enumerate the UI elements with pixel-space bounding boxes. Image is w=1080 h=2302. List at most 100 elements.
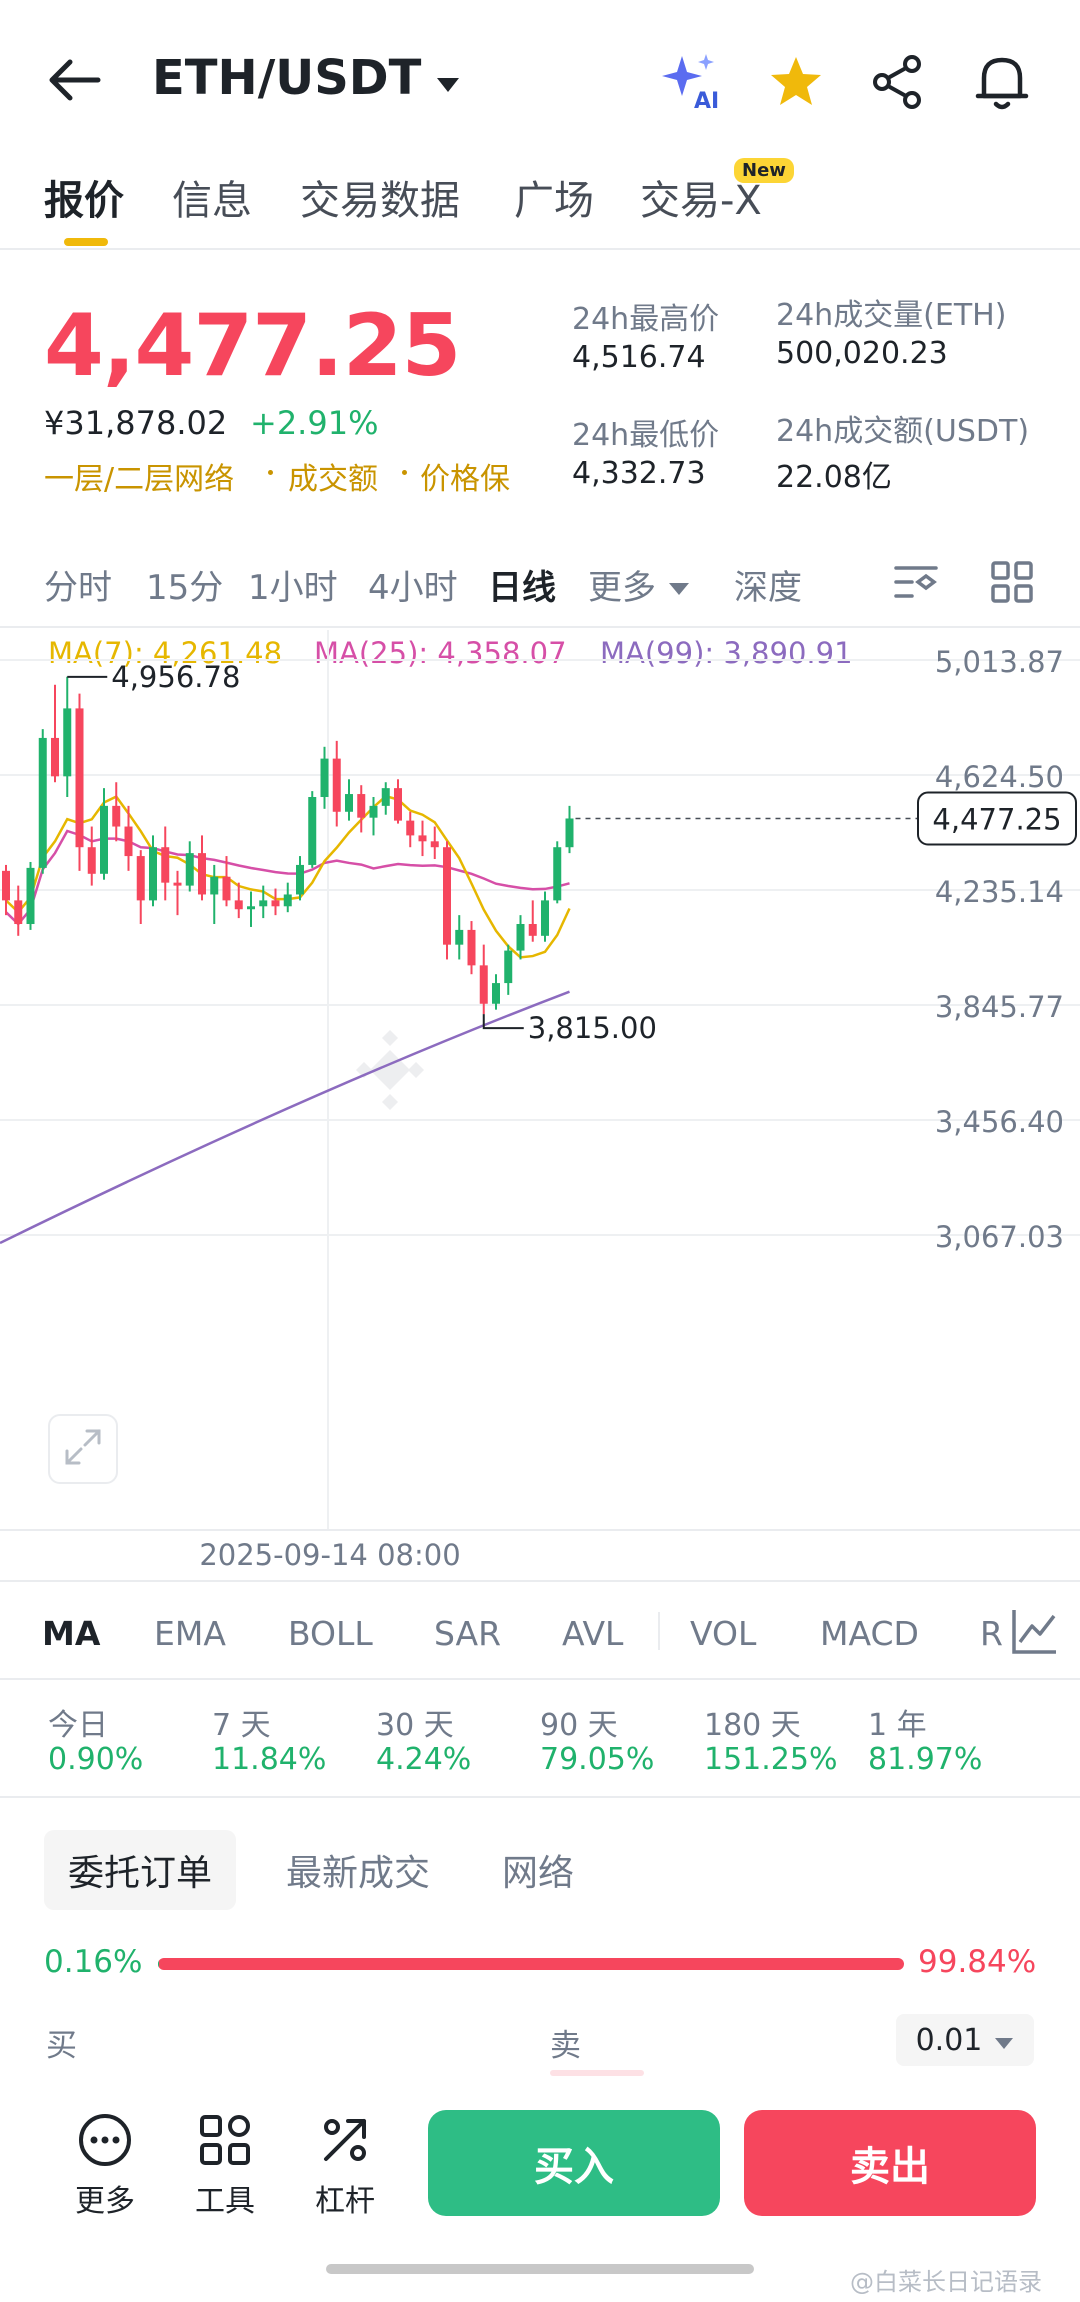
candle-up xyxy=(26,867,35,925)
layout-grid-icon[interactable] xyxy=(990,560,1034,604)
candle-up xyxy=(565,818,574,848)
indicator-r[interactable]: R xyxy=(980,1614,1003,1653)
tag-turnover[interactable]: 成交额 xyxy=(288,462,378,497)
share-icon[interactable] xyxy=(870,54,926,110)
sell-column-label: 卖 xyxy=(550,2028,581,2064)
tag-separator-dot xyxy=(402,470,407,475)
tab-trade-x[interactable]: 交易-X xyxy=(640,178,762,224)
back-arrow-icon[interactable] xyxy=(48,58,102,102)
grid-tools-icon xyxy=(170,2110,280,2170)
x-tick-label: 2025-09-14 08:00 xyxy=(199,1538,460,1572)
volume-label: 24h成交量(ETH) xyxy=(776,298,1007,333)
candle-up xyxy=(345,794,353,812)
expand-chart-button[interactable] xyxy=(48,1414,118,1484)
perf-90d-label: 90 天 xyxy=(540,1708,618,1743)
page-tabs: 报价 信息 交易数据 广场 交易-X xyxy=(0,150,1080,250)
y-tick-label: 3,845.77 xyxy=(935,990,1064,1024)
indicator-macd[interactable]: MACD xyxy=(820,1614,919,1653)
perf-180d-value: 151.25% xyxy=(704,1742,838,1777)
candle-up xyxy=(100,805,108,874)
chart-settings-icon[interactable] xyxy=(892,560,940,604)
candle-down xyxy=(430,841,439,848)
candle-up xyxy=(320,758,329,798)
volume-value: 500,020.23 xyxy=(776,336,948,371)
tag-price-protect[interactable]: 价格保 xyxy=(420,462,510,497)
ai-sparkle-icon[interactable]: AI xyxy=(660,50,724,114)
tab-info[interactable]: 信息 xyxy=(172,178,252,224)
turnover-label: 24h成交额(USDT) xyxy=(776,414,1030,449)
interval-time[interactable]: 分时 xyxy=(44,568,112,608)
low-label: 24h最低价 xyxy=(572,418,720,453)
interval-more[interactable]: 更多 xyxy=(588,560,690,609)
indicator-ema[interactable]: EMA xyxy=(154,1614,226,1653)
interval-depth[interactable]: 深度 xyxy=(734,568,802,608)
interval-4h[interactable]: 4小时 xyxy=(368,568,458,608)
buy-button[interactable]: 买入 xyxy=(428,2110,720,2216)
candle-down xyxy=(14,900,23,925)
candle-down xyxy=(528,924,537,936)
precision-select[interactable]: 0.01 xyxy=(896,2014,1034,2066)
pair-title[interactable]: ETH/USDT xyxy=(152,50,461,106)
perf-today-label: 今日 xyxy=(48,1708,108,1743)
candle-down xyxy=(87,847,96,874)
indicator-sar[interactable]: SAR xyxy=(434,1614,502,1653)
low-value: 4,332.73 xyxy=(572,456,706,491)
bell-icon[interactable] xyxy=(974,52,1030,112)
y-tick-label: 3,067.03 xyxy=(935,1220,1064,1254)
candle-down xyxy=(394,788,402,821)
more-tool[interactable]: 更多 xyxy=(50,2110,160,2220)
indicator-separator xyxy=(658,1612,660,1650)
perf-90d-value: 79.05% xyxy=(540,1742,655,1777)
kline-chart[interactable]: 4,956.78 3,815.00 4,477.25 5,013.87 4,624.5… xyxy=(0,630,1080,1580)
indicator-avl[interactable]: AVL xyxy=(562,1614,624,1653)
ai-badge-text: AI xyxy=(694,89,719,114)
candle-up xyxy=(369,805,378,818)
tab-square[interactable]: 广场 xyxy=(514,178,594,224)
perf-7d-value: 11.84% xyxy=(212,1742,327,1777)
interval-more-label: 更多 xyxy=(588,568,656,608)
candle-up xyxy=(63,708,72,777)
candle-up xyxy=(381,788,390,806)
watermark-text: @白菜长日记语录 xyxy=(850,2268,1042,2296)
tab-latest-trades[interactable]: 最新成交 xyxy=(286,1853,431,1894)
tab-trading-data[interactable]: 交易数据 xyxy=(300,178,460,224)
perf-180d-label: 180 天 xyxy=(704,1708,801,1743)
last-price-box xyxy=(917,791,1077,846)
tab-network[interactable]: 网络 xyxy=(502,1853,575,1894)
candle-up xyxy=(504,950,513,984)
interval-1h[interactable]: 1小时 xyxy=(248,568,338,608)
tab-quote[interactable]: 报价 xyxy=(44,178,124,224)
last-price-label: 4,477.25 xyxy=(932,802,1061,836)
candle-up xyxy=(185,853,194,886)
candle-up xyxy=(492,983,500,1004)
high-label: 24h最高价 xyxy=(572,302,720,337)
indicator-vol[interactable]: VOL xyxy=(690,1614,757,1653)
interval-15m[interactable]: 15分 xyxy=(146,568,224,608)
leverage-tool[interactable]: 杠杆 xyxy=(290,2110,400,2220)
buy-sell-ratio-bar xyxy=(158,1958,904,1970)
home-indicator xyxy=(326,2264,754,2274)
tools-tool[interactable]: 工具 xyxy=(170,2110,280,2220)
candle-down xyxy=(51,737,59,777)
star-icon[interactable] xyxy=(768,54,824,110)
ma7-legend: MA(7): 4,261.48 xyxy=(48,636,283,670)
candle-down xyxy=(418,835,427,842)
indicator-settings-icon[interactable] xyxy=(1010,1606,1060,1656)
ma25-line xyxy=(5,829,570,926)
more-tool-label: 更多 xyxy=(75,2184,135,2219)
candle-down xyxy=(75,708,84,848)
candle-up xyxy=(259,900,268,907)
perf-1y-label: 1 年 xyxy=(868,1708,927,1743)
indicator-boll[interactable]: BOLL xyxy=(288,1614,373,1653)
candle-up xyxy=(308,797,317,865)
tag-l1-l2[interactable]: 一层/二层网络 xyxy=(44,462,235,497)
perf-7d-label: 7 天 xyxy=(212,1708,271,1743)
candle-up xyxy=(516,924,525,951)
interval-1d[interactable]: 日线 xyxy=(488,568,556,608)
price-change: +2.91% xyxy=(250,404,379,442)
indicator-ma[interactable]: MA xyxy=(42,1614,101,1653)
sell-button[interactable]: 卖出 xyxy=(744,2110,1036,2216)
candle-up xyxy=(247,906,255,910)
tab-order-book[interactable]: 委托订单 xyxy=(44,1830,237,1910)
perf-today-value: 0.90% xyxy=(48,1742,144,1777)
